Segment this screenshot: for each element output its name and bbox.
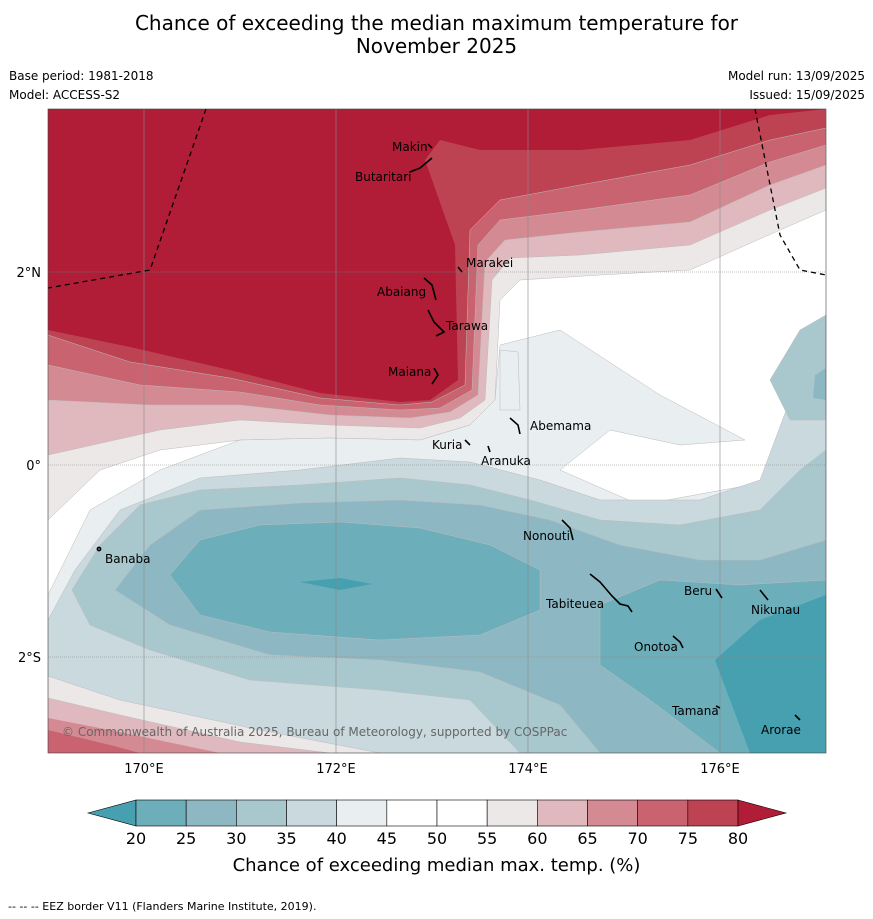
label-beru: Beru (684, 584, 712, 598)
label-nikunau: Nikunau (751, 603, 800, 617)
eez-footnote: -- -- -- EEZ border V11 (Flanders Marine… (8, 900, 317, 913)
colorbar-tick-label: 55 (477, 829, 497, 848)
lat-label: 2°S (18, 651, 41, 666)
map-title: Chance of exceeding the median maximum t… (0, 12, 873, 58)
label-abaiang: Abaiang (377, 285, 426, 299)
eez-border (48, 109, 826, 289)
contour-40-island (499, 349, 521, 411)
label-abemama: Abemama (530, 419, 591, 433)
colorbar-cell (236, 799, 287, 827)
label-onotoa: Onotoa (634, 640, 678, 654)
colorbar-tick-label: 25 (176, 829, 196, 848)
colorbar-cell (336, 799, 388, 827)
colorbar-tick-label: 20 (126, 829, 146, 848)
map-frame (47, 108, 827, 754)
colorbar-cell (687, 799, 739, 827)
colorbar-cell (185, 799, 237, 827)
colorbar-cell (486, 799, 538, 827)
colorbar-label: Chance of exceeding median max. temp. (%… (232, 855, 641, 876)
colorbar: 20 25 30 35 40 45 50 55 60 65 70 75 80 (86, 799, 788, 848)
contour-30-east (813, 368, 826, 400)
label-arorae: Arorae (761, 723, 801, 737)
colorbar-cell (135, 799, 187, 827)
colorbar-tick-label: 70 (627, 829, 647, 848)
lon-label: 176°E (700, 762, 740, 777)
title-line-1: Chance of exceeding the median maximum t… (134, 11, 739, 35)
colorbar-tick-label: 65 (577, 829, 597, 848)
islands (96, 143, 801, 721)
label-maiana: Maiana (388, 365, 431, 379)
place-labels: Makin Butaritari Marakei Abaiang Tarawa … (105, 140, 801, 737)
label-banaba: Banaba (105, 552, 151, 566)
contour-80 (48, 109, 826, 402)
colorbar-cell (587, 799, 638, 827)
colorbar-tick-label: 60 (527, 829, 547, 848)
colorbar-tick-label: 40 (326, 829, 346, 848)
model-run: Model run: 13/09/2025 (727, 69, 865, 83)
base-period: Base period: 1981-2018 (9, 69, 154, 83)
label-butaritari: Butaritari (355, 170, 412, 184)
label-marakei: Marakei (466, 256, 513, 270)
colorbar-cell (286, 799, 337, 827)
lat-label: 2°N (17, 266, 42, 281)
colorbar-tick-label: 35 (276, 829, 296, 848)
colorbar-cell (537, 799, 588, 827)
lon-label: 174°E (508, 762, 548, 777)
lon-label: 170°E (124, 762, 164, 777)
label-tamana: Tamana (671, 704, 719, 718)
contour-35-east (769, 314, 826, 421)
colorbar-high-arrow (737, 799, 788, 827)
model-name: Model: ACCESS-S2 (9, 88, 121, 102)
contour-20-east (715, 595, 826, 753)
colorbar-cell (436, 799, 488, 827)
colorbar-tick-label: 80 (728, 829, 748, 848)
colorbar-tick-label: 75 (678, 829, 698, 848)
colorbar-tick-label: 45 (377, 829, 397, 848)
contour-70-sw (48, 730, 140, 753)
graticule (48, 109, 826, 753)
label-makin: Makin (392, 140, 428, 154)
colorbar-cell (386, 799, 438, 827)
lat-label: 0° (26, 459, 41, 474)
colorbar-tick-label: 50 (427, 829, 447, 848)
label-aranuka: Aranuka (481, 454, 531, 468)
label-nonouti: Nonouti (523, 529, 570, 543)
map-panel: Makin Butaritari Marakei Abaiang Tarawa … (48, 109, 826, 753)
copyright-note: © Commonwealth of Australia 2025, Bureau… (62, 725, 567, 739)
colorbar-cell (637, 799, 689, 827)
colorbar-tick-label: 30 (226, 829, 246, 848)
colorbar-low-arrow (86, 799, 137, 827)
issued-date: Issued: 15/09/2025 (749, 88, 865, 102)
label-tarawa: Tarawa (445, 319, 488, 333)
axis-labels: 170°E 172°E 174°E 176°E 2°N 0° 2°S (17, 266, 740, 777)
lon-label: 172°E (316, 762, 356, 777)
label-tabiteuea: Tabiteuea (545, 597, 604, 611)
label-kuria: Kuria (432, 438, 463, 452)
title-line-2: November 2025 (355, 34, 518, 58)
